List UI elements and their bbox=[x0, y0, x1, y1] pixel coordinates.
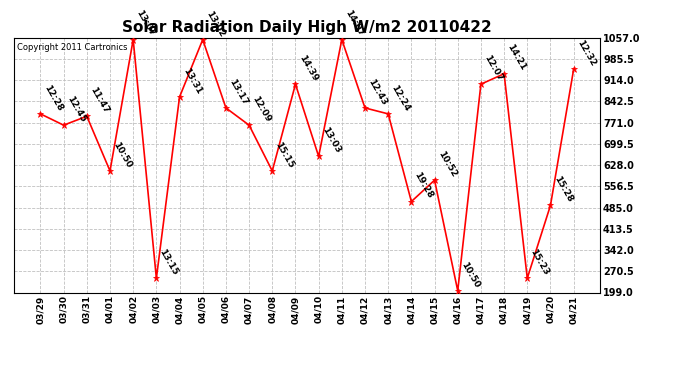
Text: 13:15: 13:15 bbox=[158, 248, 180, 277]
Text: 12:07: 12:07 bbox=[482, 54, 504, 83]
Text: 10:50: 10:50 bbox=[459, 260, 481, 290]
Text: 15:23: 15:23 bbox=[529, 248, 551, 277]
Text: 12:45: 12:45 bbox=[65, 94, 87, 124]
Text: Copyright 2011 Cartronics: Copyright 2011 Cartronics bbox=[17, 43, 127, 52]
Text: 12:28: 12:28 bbox=[42, 83, 64, 112]
Text: 15:15: 15:15 bbox=[274, 140, 296, 170]
Text: 13:02: 13:02 bbox=[204, 9, 226, 38]
Text: 10:50: 10:50 bbox=[111, 141, 133, 170]
Text: 14:21: 14:21 bbox=[506, 43, 528, 72]
Text: 13:17: 13:17 bbox=[227, 77, 250, 106]
Text: 13:03: 13:03 bbox=[320, 126, 342, 155]
Title: Solar Radiation Daily High W/m2 20110422: Solar Radiation Daily High W/m2 20110422 bbox=[122, 20, 492, 35]
Text: 12:32: 12:32 bbox=[575, 39, 597, 68]
Text: 12:09: 12:09 bbox=[250, 94, 273, 124]
Text: 12:43: 12:43 bbox=[366, 77, 388, 106]
Text: 13:31: 13:31 bbox=[181, 66, 203, 96]
Text: 10:52: 10:52 bbox=[436, 150, 458, 179]
Text: 14:39: 14:39 bbox=[297, 53, 319, 83]
Text: 19:28: 19:28 bbox=[413, 171, 435, 200]
Text: 13:07: 13:07 bbox=[135, 9, 157, 38]
Text: 14:07: 14:07 bbox=[343, 9, 366, 38]
Text: 12:24: 12:24 bbox=[390, 83, 412, 112]
Text: 11:47: 11:47 bbox=[88, 86, 110, 115]
Text: 15:28: 15:28 bbox=[552, 175, 574, 204]
